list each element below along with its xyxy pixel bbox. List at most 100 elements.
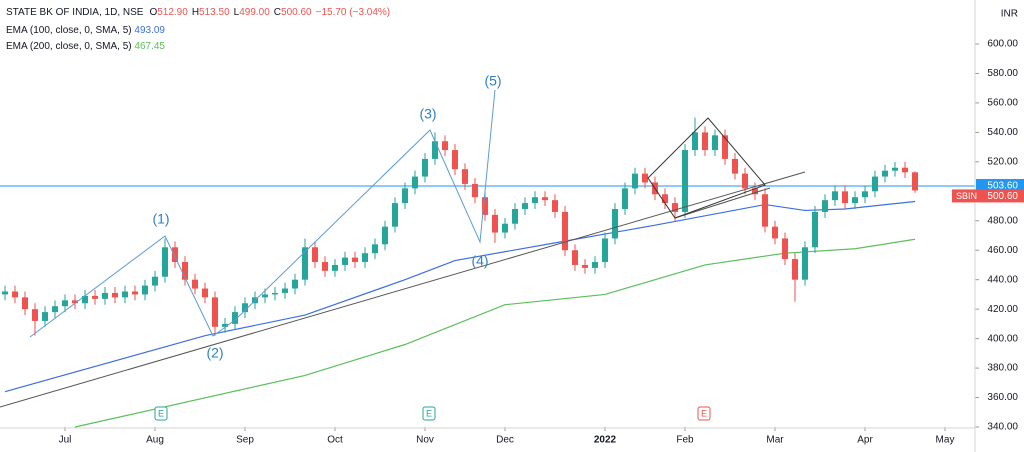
candle-body (482, 197, 488, 215)
legend-header: STATE BK OF INDIA, 1D, NSE O512.90 H513.50… (6, 7, 390, 18)
candle-body (522, 203, 528, 209)
candle-body (262, 294, 268, 298)
ohlc-value: 499.00 (239, 7, 270, 18)
annotation: (3) (419, 106, 436, 122)
price-labels: 503.60 SBIN 500.60 (952, 179, 1024, 203)
last-price-symbol: SBIN (956, 191, 977, 201)
annotation: (4) (471, 253, 488, 269)
y-tick-label: 420.00 (987, 304, 1018, 315)
event-marker[interactable]: E (697, 406, 711, 421)
candle-body (532, 197, 538, 204)
candle-body (502, 223, 508, 233)
candle-body (782, 238, 788, 260)
candle-body (702, 132, 708, 151)
x-tick-label: 2022 (594, 435, 617, 446)
candle-body (142, 285, 148, 295)
candle-body (152, 276, 158, 286)
ohlc-key: H (192, 7, 199, 18)
candle-body (202, 288, 208, 298)
candle-body (392, 203, 398, 227)
candle-body (632, 173, 638, 189)
ema-lines (4, 200, 916, 428)
y-tick-label: 520.00 (987, 156, 1018, 167)
candle-body (452, 150, 458, 170)
ema-line (4, 200, 916, 393)
candle-body (772, 226, 778, 239)
candle-body (312, 247, 318, 263)
candle-body (12, 291, 18, 298)
candle-body (712, 135, 718, 151)
x-tick-label: Feb (676, 435, 694, 446)
candle-body (422, 158, 428, 177)
candle-body (102, 292, 108, 299)
candle-body (512, 208, 518, 224)
candle-body (32, 309, 38, 321)
event-label: E (701, 408, 707, 418)
candle-body (612, 208, 618, 239)
y-tick-label: 480.00 (987, 215, 1018, 226)
event-marker[interactable]: E (154, 406, 168, 421)
candle-body (752, 188, 758, 195)
candle-body (182, 262, 188, 280)
candle-body (572, 250, 578, 265)
price-line-label: 503.60 (987, 181, 1018, 192)
annotation: (1) (152, 211, 169, 227)
x-tick-label: Dec (496, 435, 514, 446)
trend-line (674, 187, 771, 219)
y-tick-label: 380.00 (987, 363, 1018, 374)
event-marker[interactable]: E (422, 406, 436, 421)
axis-unit: INR (1001, 9, 1018, 20)
candle-body (272, 292, 278, 295)
candle-body (732, 158, 738, 174)
candle-body (742, 173, 748, 189)
candle-body (92, 295, 98, 299)
event-label: E (426, 408, 432, 418)
candle-body (792, 259, 798, 280)
ema-line (74, 238, 916, 428)
candle-body (542, 197, 548, 201)
candle-body (22, 297, 28, 310)
candle-body (52, 306, 58, 313)
candle-body (112, 292, 118, 298)
candle-body (372, 244, 378, 254)
pattern-drawing (647, 117, 766, 219)
ohlc-key: O (149, 7, 157, 18)
y-tick-label: 540.00 (987, 127, 1018, 138)
candle-body (672, 203, 678, 212)
candle-body (882, 170, 888, 177)
wave-drawing (29, 89, 496, 338)
candle-body (552, 200, 558, 212)
candle-body (492, 214, 498, 233)
candle-body (722, 135, 728, 159)
candle-body (222, 323, 228, 327)
candle-body (832, 191, 838, 201)
candle-body (402, 188, 408, 204)
candle-body (172, 247, 178, 263)
candle-body (472, 183, 478, 198)
y-tick-label: 440.00 (987, 274, 1018, 285)
candle-body (412, 176, 418, 189)
candle-body (232, 312, 238, 324)
candle-body (42, 312, 48, 321)
ohlc-key: L (234, 7, 240, 18)
last-price-tag (952, 189, 1024, 203)
candle-body (2, 291, 8, 295)
legend-value: 493.09 (134, 25, 165, 36)
x-tick-label: Sep (236, 435, 254, 446)
price-line-tag (976, 179, 1024, 193)
y-tick-label: 580.00 (987, 68, 1018, 79)
symbol-title: STATE BK OF INDIA, 1D, NSE (6, 7, 144, 18)
annotation: (2) (206, 345, 223, 361)
candle-body (762, 194, 768, 227)
candle-body (192, 279, 198, 289)
candle-body (442, 141, 448, 151)
candle-body (302, 247, 308, 280)
y-tick-label: 400.00 (987, 333, 1018, 344)
candles (2, 117, 918, 336)
ohlc-value: 512.90 (157, 7, 188, 18)
x-tick-label: Aug (146, 435, 164, 446)
candle-body (432, 141, 438, 159)
candle-body (692, 132, 698, 151)
